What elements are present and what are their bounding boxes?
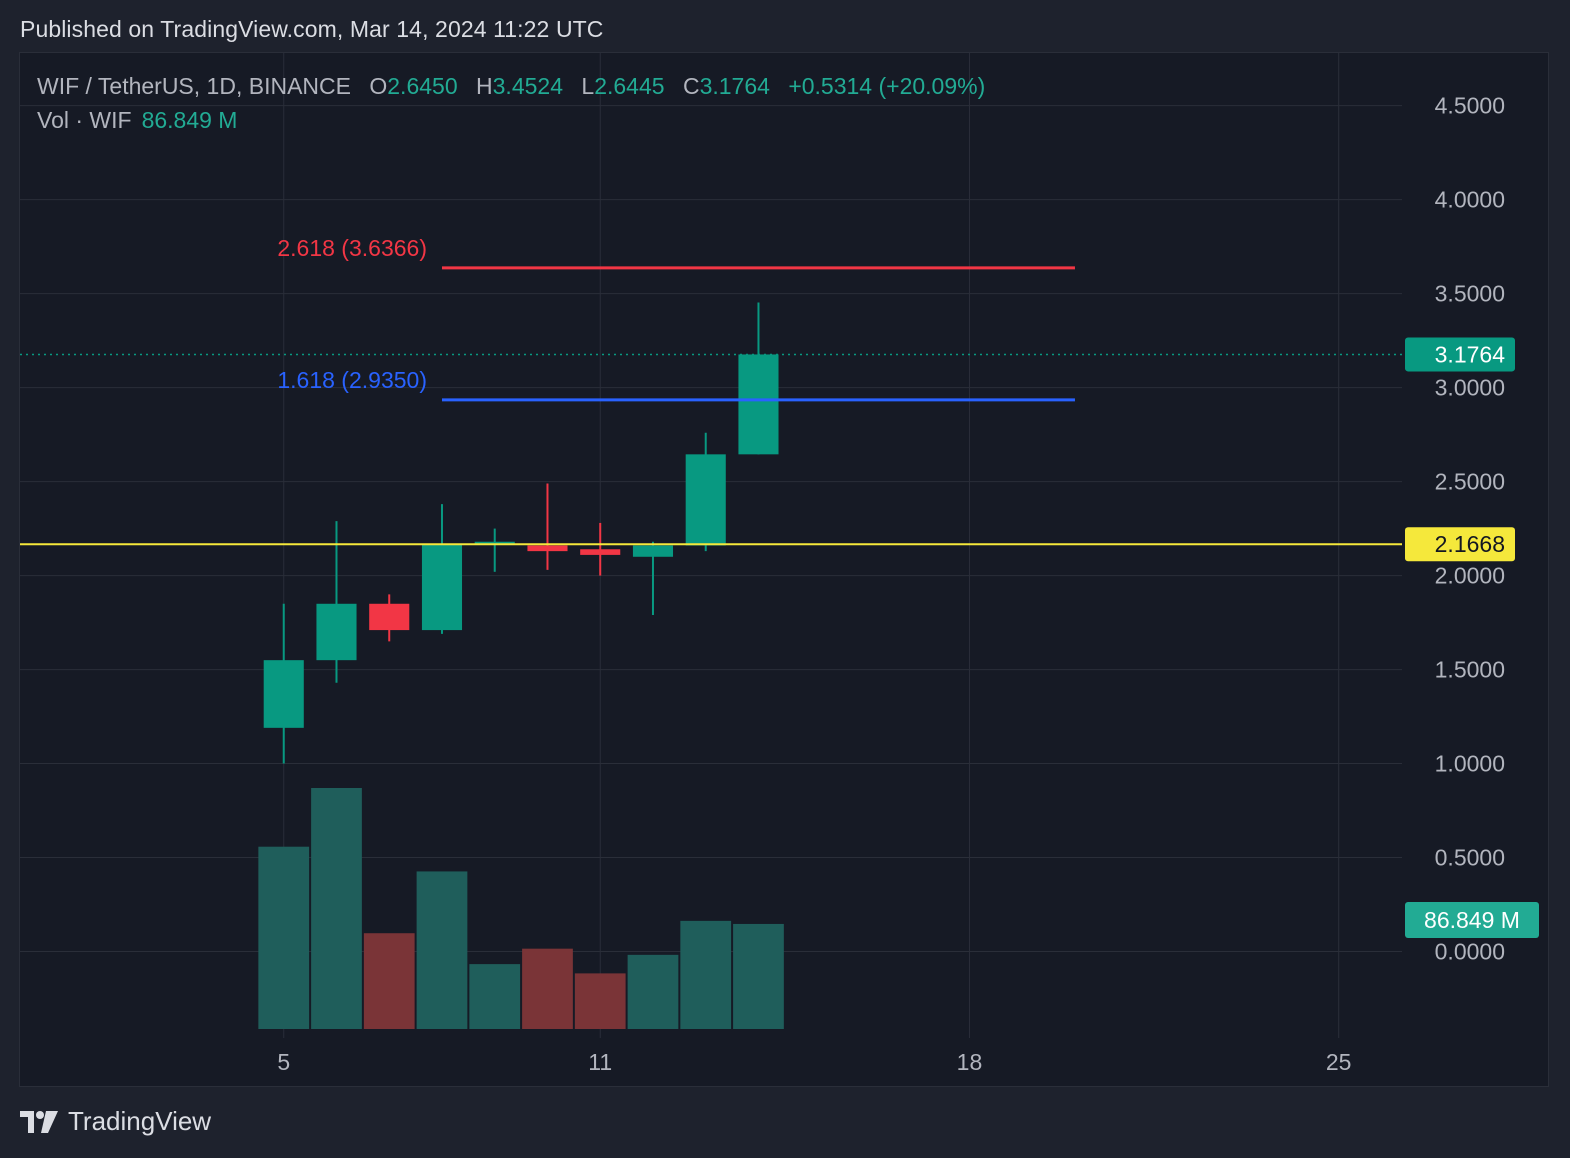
volume-bars	[258, 788, 784, 1029]
volume-bar	[469, 964, 521, 1029]
y-tick-label: 0.0000	[1435, 939, 1505, 965]
high-label: H	[476, 73, 493, 99]
volume-bar	[258, 846, 310, 1029]
x-tick-label: 11	[588, 1049, 612, 1075]
y-tick-label: 2.0000	[1435, 563, 1505, 589]
y-tick-label: 3.5000	[1435, 281, 1505, 307]
brand-name: TradingView	[68, 1106, 212, 1136]
candle-body	[263, 660, 304, 728]
volume-bar	[680, 920, 732, 1029]
candle-body	[685, 454, 726, 546]
candle-body	[369, 603, 410, 631]
price-chart[interactable]: 2.618 (3.6366) 1.618 (2.9350) 4.5000 4.000…	[20, 53, 1549, 1087]
axes: 4.5000 4.0000 3.5000 3.0000 2.5000 2.0000 1.50…	[277, 93, 1539, 1075]
x-tick-label: 25	[1326, 1049, 1352, 1075]
symbol-name: WIF / TetherUS, 1D, BINANCE	[37, 73, 351, 99]
y-tick-label: 4.5000	[1435, 93, 1505, 119]
volume-bar	[416, 871, 468, 1029]
y-tick-label: 1.0000	[1435, 751, 1505, 777]
symbol-legend[interactable]: WIF / TetherUS, 1D, BINANCE O2.6450 H3.4…	[37, 73, 985, 100]
volume-bar	[574, 973, 626, 1029]
volume-bar	[363, 933, 415, 1029]
last-volume-tag	[1405, 902, 1539, 938]
drawings: 2.618 (3.6366) 1.618 (2.9350)	[20, 235, 1402, 546]
candle-body	[316, 603, 357, 661]
volume-bar	[522, 948, 573, 1029]
volume-bar	[733, 923, 784, 1029]
y-tick-label: 4.0000	[1435, 187, 1505, 213]
candle-body	[632, 545, 674, 557]
candle-body	[421, 543, 463, 631]
low-value: 2.6445	[594, 73, 665, 99]
x-tick-label: 5	[277, 1049, 290, 1075]
y-tick-label: 1.5000	[1435, 657, 1505, 683]
change-value: +0.5314 (+20.09%)	[788, 73, 986, 99]
last-price-tag	[1405, 337, 1515, 372]
volume-bar	[311, 788, 362, 1029]
volume-legend[interactable]: Vol · WIF 86.849 M	[37, 107, 237, 134]
tradingview-logo-icon	[20, 1110, 58, 1133]
last-volume-label: 86.849 M	[1424, 907, 1520, 933]
horizontal-line-price-tag	[1405, 527, 1515, 562]
y-tick-label: 3.0000	[1435, 375, 1505, 401]
close-value: 3.1764	[699, 73, 770, 99]
candle-body	[580, 549, 621, 555]
y-tick-label: 2.5000	[1435, 469, 1505, 495]
fib-level-label: 1.618 (2.9350)	[277, 367, 427, 393]
high-value: 3.4524	[492, 73, 563, 99]
horizontal-line-price-label: 2.1668	[1435, 531, 1505, 557]
close-label: C	[682, 73, 700, 99]
candles	[263, 302, 779, 764]
tradingview-logo[interactable]: TradingView	[20, 1106, 211, 1137]
open-label: O	[369, 73, 388, 99]
low-label: L	[581, 73, 595, 99]
y-tick-label: 0.5000	[1435, 845, 1505, 871]
volume-label: Vol · WIF	[37, 107, 132, 133]
candle-body	[738, 354, 779, 455]
open-value: 2.6450	[387, 73, 458, 99]
chart-pane[interactable]: 2.618 (3.6366) 1.618 (2.9350) 4.5000 4.000…	[19, 52, 1549, 1087]
candle-body	[527, 545, 568, 552]
x-tick-label: 18	[957, 1049, 983, 1075]
published-text: Published on TradingView.com, Mar 14, 20…	[20, 16, 604, 42]
fib-level-label: 2.618 (3.6366)	[277, 235, 427, 261]
volume-bar	[627, 954, 679, 1029]
volume-value: 86.849 M	[141, 107, 238, 133]
last-price-label: 3.1764	[1435, 341, 1506, 367]
